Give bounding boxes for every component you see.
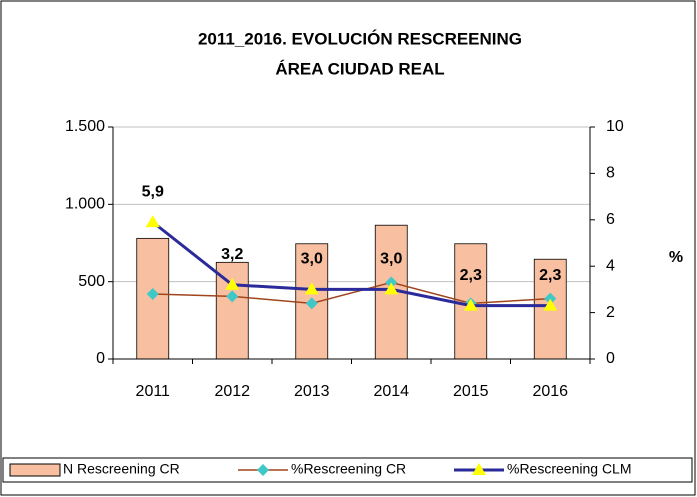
- marker: [304, 282, 319, 295]
- marker: [463, 298, 478, 311]
- data-label: 5,9: [142, 183, 164, 200]
- line: [151, 220, 551, 308]
- legend-marker: [472, 463, 486, 475]
- x-tick-label: 2013: [294, 383, 330, 400]
- legend-marker: [257, 464, 269, 476]
- data-label: 3,2: [221, 246, 243, 263]
- x-tick-label: 2011: [136, 383, 171, 400]
- data-label: 2,3: [539, 267, 561, 284]
- data-label: 3,0: [301, 251, 323, 268]
- y2-tick-label: 10: [606, 118, 624, 135]
- y2-tick-label: 8: [606, 165, 615, 182]
- y2-tick-label: 2: [606, 304, 615, 321]
- legend-label: %Rescreening CLM: [507, 461, 632, 477]
- marker: [145, 215, 160, 228]
- legend-box: [2, 457, 693, 483]
- marker: [225, 277, 240, 290]
- x-tick-label: 2016: [532, 383, 568, 400]
- data-label: 2,3: [460, 267, 482, 284]
- chart-title: 2011_2016. EVOLUCIÓN RESCREENING: [198, 29, 522, 48]
- legend-label: N Rescreening CR: [63, 461, 180, 477]
- y-tick-label: 500: [78, 273, 105, 290]
- marker: [305, 297, 318, 310]
- y-tick-label: 0: [96, 350, 105, 367]
- x-tick-label: 2014: [373, 383, 409, 400]
- y2-tick-label: 4: [606, 257, 615, 274]
- marker: [384, 282, 399, 295]
- legend-swatch: [9, 463, 61, 477]
- x-tick-label: 2015: [453, 383, 489, 400]
- data-label: 3,0: [380, 251, 402, 268]
- y2-tick-label: 0: [606, 350, 615, 367]
- x-tick-label: 2012: [214, 383, 250, 400]
- y2-axis-label: %: [669, 249, 683, 266]
- marker: [146, 288, 159, 301]
- y-tick-label: 1.000: [65, 196, 105, 213]
- line: [152, 281, 551, 305]
- y2-tick-label: 6: [606, 211, 615, 228]
- marker: [543, 298, 558, 311]
- chart-title: ÁREA CIUDAD REAL: [275, 59, 444, 78]
- y-tick-label: 1.500: [65, 118, 105, 135]
- legend-label: %Rescreening CR: [291, 461, 406, 477]
- marker: [226, 290, 239, 303]
